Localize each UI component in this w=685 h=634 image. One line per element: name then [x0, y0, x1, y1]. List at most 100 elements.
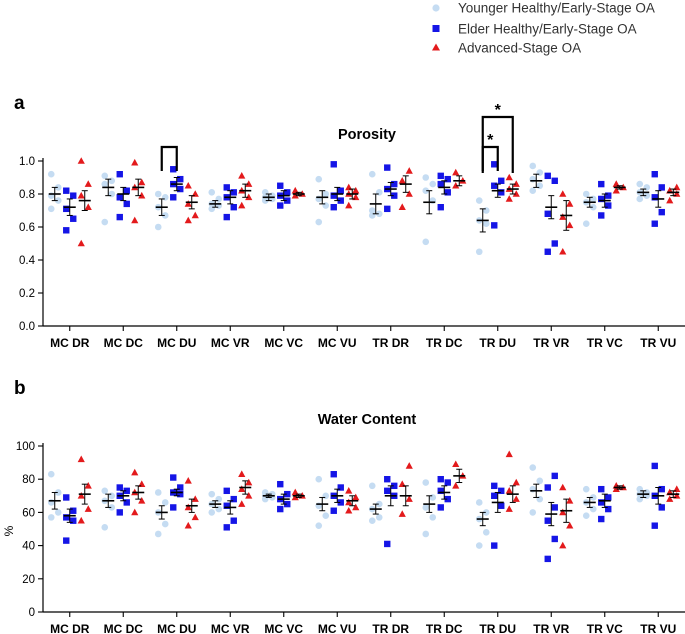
- data-point-elder: [330, 192, 337, 199]
- data-point-elder: [70, 215, 77, 222]
- data-point-elder: [544, 210, 551, 217]
- data-point-younger: [208, 490, 216, 498]
- data-point-younger: [475, 499, 483, 506]
- data-point-advanced: [84, 505, 92, 512]
- data-point-advanced: [559, 213, 567, 220]
- data-point-younger: [589, 494, 597, 501]
- y-tick-label: 0.8: [19, 189, 35, 201]
- data-point-advanced: [452, 482, 460, 489]
- data-point-advanced: [245, 180, 253, 187]
- data-point-elder: [444, 495, 451, 503]
- data-point-elder: [498, 502, 505, 509]
- data-point-elder: [170, 166, 177, 173]
- chart-title-porosity: Porosity: [338, 127, 396, 143]
- data-point-younger: [108, 177, 116, 185]
- data-point-advanced: [131, 468, 139, 476]
- data-point-younger: [375, 500, 383, 508]
- data-point-advanced: [131, 216, 139, 224]
- y-tick-label: 1.0: [19, 156, 35, 168]
- data-point-elder: [437, 180, 444, 188]
- legend-marker-elder: [432, 25, 440, 32]
- data-point-elder: [70, 517, 77, 524]
- x-tick-label-mc-du: MC DU: [157, 336, 196, 350]
- data-point-younger: [368, 170, 376, 178]
- data-point-younger: [536, 477, 544, 485]
- data-point-elder: [491, 182, 498, 189]
- data-point-advanced: [184, 216, 192, 224]
- data-point-elder: [177, 175, 184, 183]
- x-tick-label-tr-vu: TR VU: [640, 622, 676, 634]
- data-point-elder: [384, 205, 391, 213]
- data-point-elder: [444, 479, 451, 486]
- data-point-elder: [651, 220, 658, 227]
- data-point-elder: [230, 189, 237, 196]
- data-point-younger: [529, 162, 537, 170]
- data-point-elder: [116, 509, 123, 516]
- data-point-younger: [422, 504, 430, 511]
- data-point-younger: [429, 494, 437, 501]
- data-point-elder: [70, 507, 77, 514]
- data-point-elder: [598, 195, 605, 203]
- data-point-elder: [391, 192, 398, 199]
- y-tick-label: 0.0: [19, 321, 35, 333]
- data-point-advanced: [398, 510, 406, 517]
- data-point-younger: [161, 212, 169, 219]
- data-point-advanced: [673, 492, 681, 499]
- data-point-elder: [598, 485, 605, 493]
- data-point-advanced: [184, 503, 192, 511]
- legend-label-advanced: Advanced-Stage OA: [458, 41, 581, 56]
- data-point-elder: [223, 213, 230, 221]
- data-point-younger: [636, 485, 644, 493]
- data-point-elder: [491, 222, 498, 229]
- data-point-elder: [177, 490, 184, 498]
- data-point-advanced: [566, 200, 574, 207]
- data-point-younger: [315, 175, 323, 183]
- data-point-advanced: [452, 460, 460, 468]
- data-point-younger: [375, 189, 383, 196]
- data-point-younger: [101, 172, 109, 180]
- data-point-advanced: [84, 203, 92, 210]
- data-point-advanced: [131, 508, 139, 516]
- data-point-elder: [605, 494, 612, 501]
- x-tick-label-mc-du: MC DU: [157, 622, 196, 634]
- data-point-advanced: [512, 180, 520, 187]
- significance-label: *: [487, 132, 494, 149]
- data-point-elder: [605, 505, 612, 513]
- significance-label: *: [495, 102, 502, 119]
- x-tick-label-mc-vu: MC VU: [318, 622, 357, 634]
- data-point-younger: [322, 492, 330, 500]
- data-point-elder: [544, 555, 551, 563]
- data-point-younger: [108, 492, 116, 500]
- data-point-advanced: [405, 462, 413, 469]
- data-point-advanced: [352, 503, 360, 511]
- data-point-elder: [284, 189, 291, 196]
- data-point-younger: [375, 210, 383, 218]
- data-point-elder: [391, 482, 398, 490]
- data-point-advanced: [291, 191, 299, 199]
- data-point-advanced: [566, 496, 574, 504]
- data-point-younger: [429, 514, 437, 521]
- data-point-advanced: [245, 193, 253, 201]
- data-point-elder: [544, 248, 551, 255]
- data-point-elder: [605, 192, 612, 199]
- data-point-younger: [208, 509, 216, 516]
- data-point-elder: [284, 500, 291, 508]
- data-point-elder: [491, 542, 498, 549]
- data-point-younger: [582, 512, 590, 520]
- data-point-advanced: [184, 200, 192, 207]
- significance-bracket: [160, 145, 178, 171]
- data-point-younger: [368, 482, 376, 490]
- data-point-younger: [101, 524, 109, 531]
- data-point-advanced: [666, 495, 674, 502]
- data-point-elder: [116, 171, 123, 178]
- data-point-elder: [658, 504, 665, 511]
- data-point-advanced: [245, 492, 253, 499]
- data-point-elder: [551, 535, 558, 543]
- data-point-advanced: [238, 470, 246, 478]
- data-point-younger: [482, 509, 490, 516]
- data-point-younger: [47, 470, 55, 478]
- data-point-elder: [284, 197, 291, 204]
- x-tick-label-mc-vr: MC VR: [211, 622, 250, 634]
- data-point-advanced: [559, 247, 567, 255]
- data-point-elder: [437, 204, 444, 211]
